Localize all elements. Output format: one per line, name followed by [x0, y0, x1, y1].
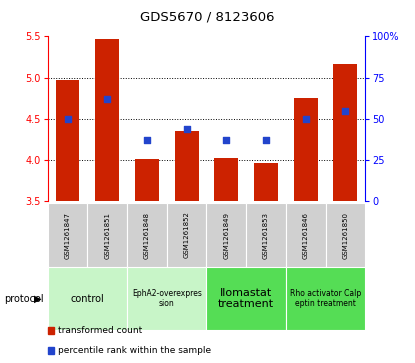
Point [144, 138, 150, 143]
Bar [254, 163, 278, 201]
Bar [215, 158, 238, 201]
Bar [135, 159, 159, 201]
Text: ▶: ▶ [34, 294, 42, 303]
Bar [286, 203, 325, 267]
Bar [333, 64, 357, 201]
Text: GDS5670 / 8123606: GDS5670 / 8123606 [140, 11, 275, 24]
Bar [175, 131, 198, 201]
Bar [56, 80, 80, 201]
Text: GSM1261846: GSM1261846 [303, 212, 309, 258]
Point [64, 116, 71, 122]
Text: Rho activator Calp
eptin treatment: Rho activator Calp eptin treatment [290, 289, 361, 308]
Bar [88, 203, 127, 267]
Bar [207, 267, 286, 330]
Bar [167, 203, 207, 267]
Point [104, 96, 110, 102]
Bar [95, 39, 119, 201]
Bar [48, 347, 54, 354]
Bar [127, 267, 207, 330]
Bar [294, 98, 317, 201]
Point [303, 116, 309, 122]
Point [342, 108, 349, 114]
Point [223, 138, 229, 143]
Text: GSM1261851: GSM1261851 [104, 212, 110, 258]
Bar [207, 203, 246, 267]
Bar [127, 203, 167, 267]
Bar [48, 203, 88, 267]
Bar [325, 203, 365, 267]
Text: GSM1261848: GSM1261848 [144, 212, 150, 258]
Bar [48, 327, 54, 334]
Text: percentile rank within the sample: percentile rank within the sample [58, 346, 211, 355]
Point [183, 126, 190, 132]
Text: control: control [71, 294, 104, 303]
Text: GSM1261850: GSM1261850 [342, 212, 348, 258]
Text: GSM1261852: GSM1261852 [183, 212, 190, 258]
Text: GSM1261853: GSM1261853 [263, 212, 269, 258]
Bar [246, 203, 286, 267]
Text: GSM1261847: GSM1261847 [65, 212, 71, 258]
Text: GSM1261849: GSM1261849 [223, 212, 229, 258]
Bar [48, 267, 127, 330]
Text: EphA2-overexpres
sion: EphA2-overexpres sion [132, 289, 202, 308]
Text: transformed count: transformed count [58, 326, 142, 335]
Point [263, 138, 269, 143]
Text: protocol: protocol [4, 294, 44, 303]
Text: Ilomastat
treatment: Ilomastat treatment [218, 288, 274, 309]
Bar [286, 267, 365, 330]
